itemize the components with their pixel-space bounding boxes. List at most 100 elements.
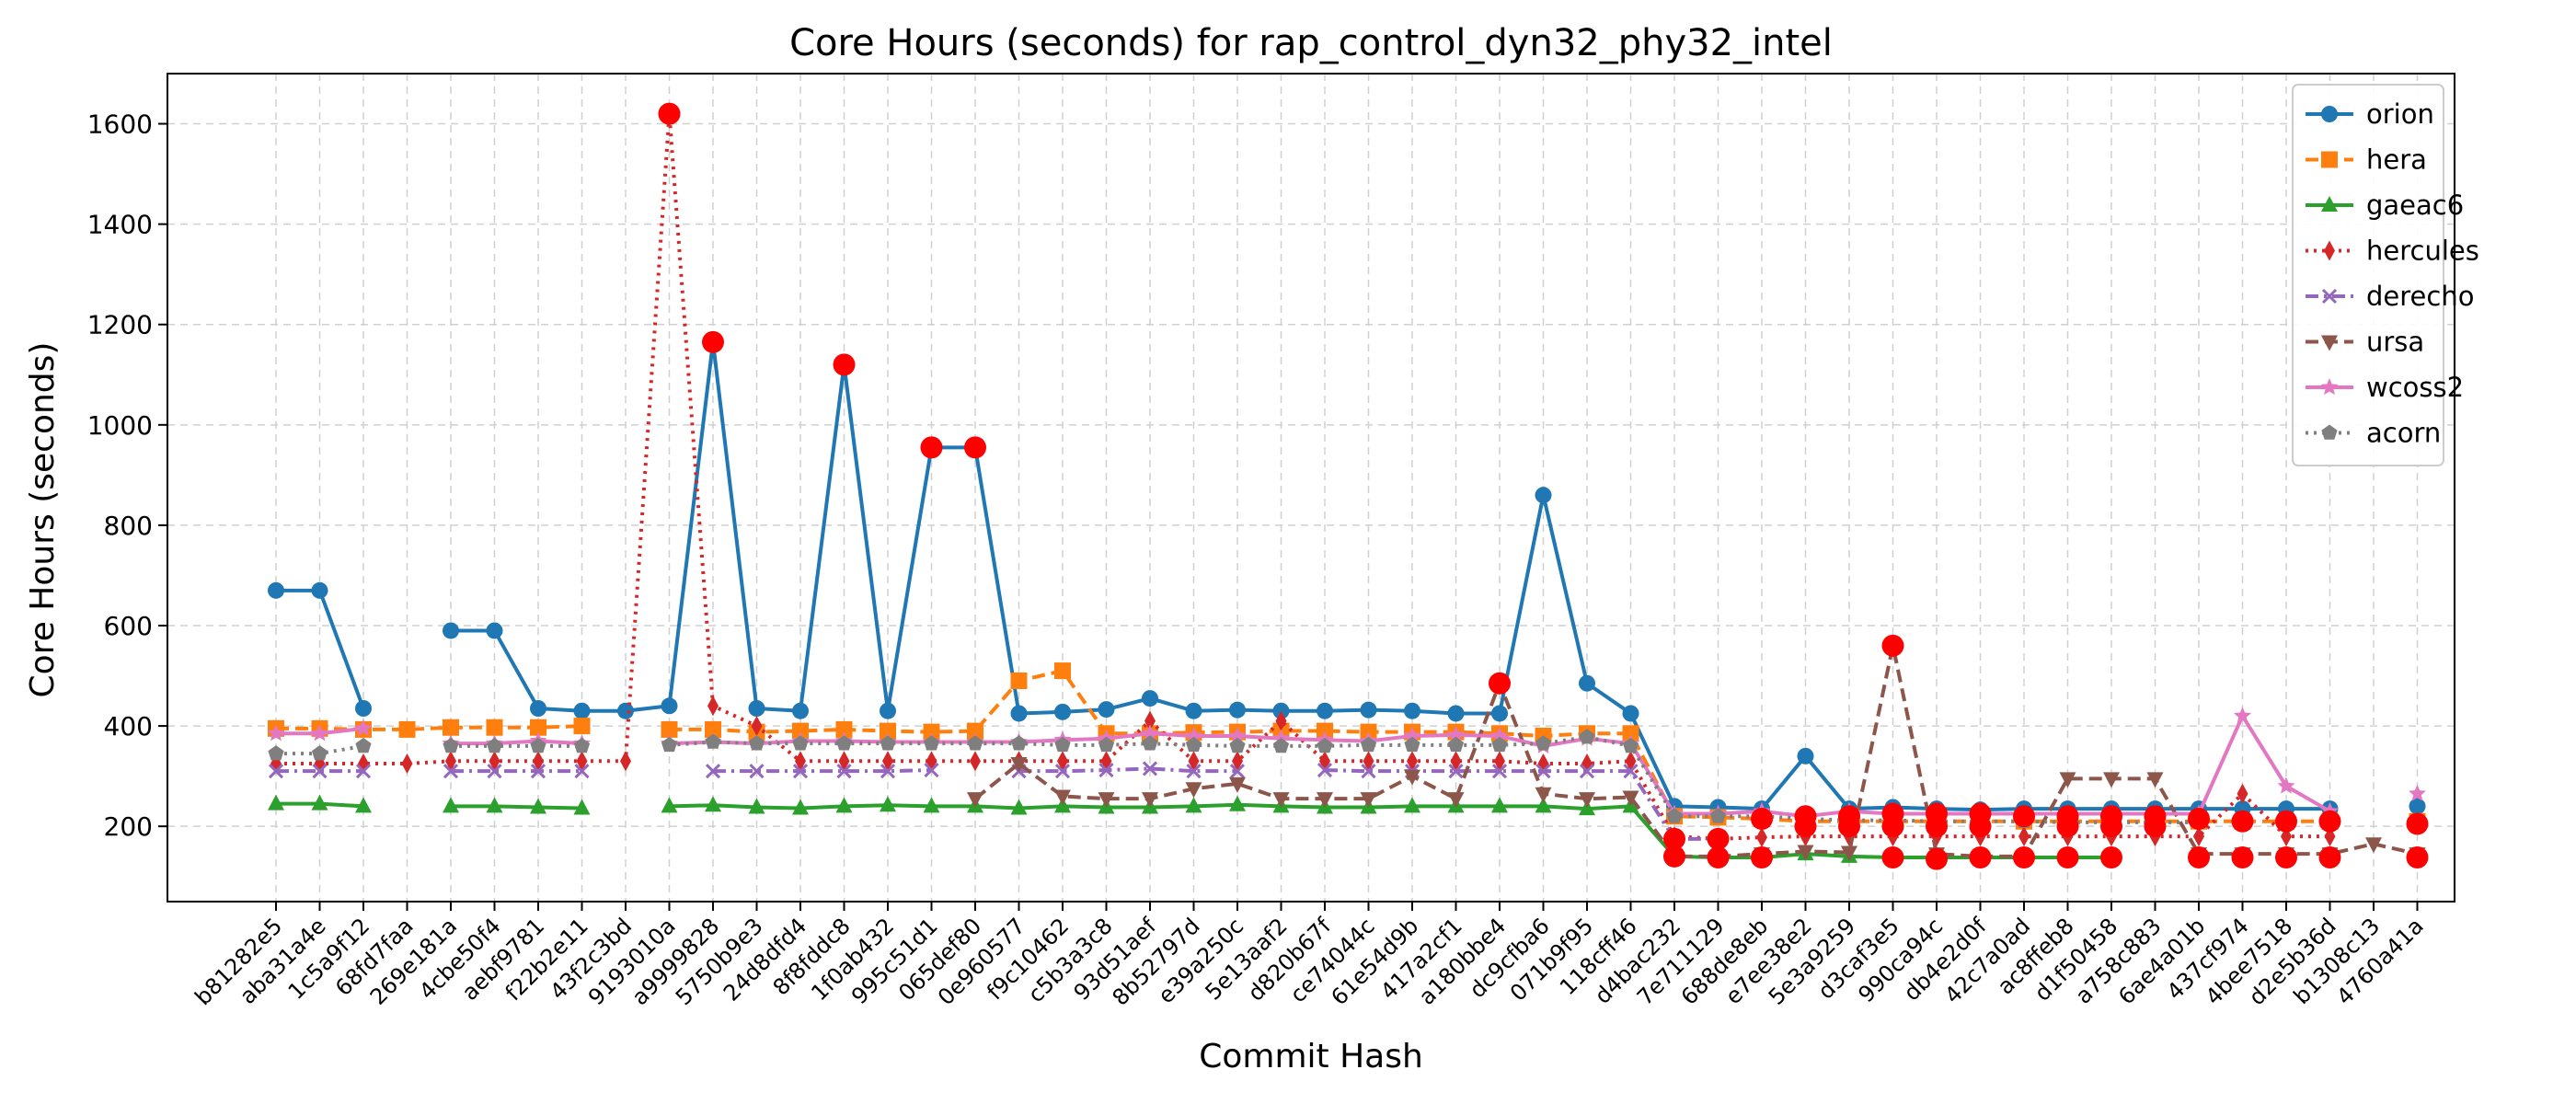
highlight-point (2056, 815, 2079, 838)
y-tick-label: 200 (104, 811, 153, 842)
highlight-point (1881, 846, 1904, 868)
point-acorn (355, 737, 372, 753)
point-hercules (401, 753, 413, 774)
point-gaeac6 (311, 794, 328, 811)
highlight-point (920, 436, 943, 459)
point-acorn (1054, 736, 1071, 753)
legend: orion hera gaeac6 hercules derecho ursa wcoss2… (2292, 84, 2479, 466)
highlight-point (1794, 815, 1817, 838)
legend-marker (2321, 151, 2338, 168)
highlight-point (1751, 808, 1773, 830)
x-axis-label: Commit Hash (1199, 1038, 1423, 1075)
highlight-point (964, 436, 986, 459)
legend-item-orion: orion (2306, 98, 2434, 130)
point-acorn (268, 745, 284, 761)
point-acorn (1272, 737, 1290, 753)
point-orion (1317, 702, 1333, 719)
point-orion (1404, 702, 1420, 719)
point-hercules (1057, 751, 1068, 772)
point-derecho (792, 764, 809, 779)
legend-item-ursa: ursa (2306, 327, 2424, 358)
point-ursa (2146, 772, 2164, 788)
highlight-point (2100, 846, 2122, 868)
point-hera (530, 719, 546, 736)
point-gaeac6 (1010, 799, 1028, 815)
point-derecho (924, 763, 939, 778)
point-acorn (748, 735, 765, 751)
point-derecho (1448, 764, 1464, 779)
point-derecho (1623, 764, 1639, 779)
legend-box (2292, 84, 2444, 466)
point-wcoss2 (1228, 727, 1247, 744)
point-derecho (1054, 764, 1071, 779)
legend-label: ursa (2366, 327, 2424, 358)
point-acorn (1185, 736, 1202, 753)
highlight-point (658, 102, 681, 125)
point-orion (1447, 705, 1465, 722)
highlight-point (2406, 812, 2429, 835)
highlight-point (1969, 846, 1992, 868)
point-acorn (1491, 736, 1508, 753)
chart-title: Core Hours (seconds) for rap_control_dyn… (789, 22, 1833, 64)
point-gaeac6 (573, 799, 591, 815)
legend-item-wcoss2: wcoss2 (2306, 372, 2464, 403)
point-derecho (312, 764, 328, 779)
legend-item-hercules: hercules (2306, 236, 2479, 267)
point-acorn (705, 733, 721, 749)
series-line-gaeac6 (669, 802, 2111, 859)
point-ursa (967, 792, 983, 809)
point-hercules (1275, 710, 1287, 731)
point-acorn (311, 745, 328, 761)
highlight-point (2318, 846, 2341, 868)
point-ursa (1010, 757, 1028, 773)
point-hera (573, 718, 591, 735)
point-derecho (705, 764, 721, 779)
highlight-point (1663, 827, 1685, 850)
point-orion (1360, 701, 1377, 719)
series-gaeac6 (268, 794, 2120, 864)
point-derecho (1361, 764, 1376, 779)
point-acorn (880, 735, 896, 751)
point-ursa (1142, 792, 1158, 809)
highlight-point (2013, 805, 2035, 828)
series-line-derecho (713, 768, 932, 774)
point-acorn (1447, 736, 1465, 753)
point-derecho (443, 764, 459, 779)
point-hercules (2237, 783, 2248, 804)
point-gaeac6 (792, 799, 809, 815)
point-derecho (1098, 763, 1114, 778)
point-orion (748, 700, 765, 717)
point-ursa (2103, 772, 2120, 788)
highlight-point (2231, 846, 2254, 868)
point-hercules (1756, 827, 1767, 848)
point-orion (1491, 705, 1508, 722)
legend-marker (2320, 378, 2339, 396)
point-orion (1185, 702, 1202, 719)
point-acorn (1579, 729, 1595, 744)
point-acorn (835, 735, 853, 751)
point-derecho (574, 764, 590, 779)
legend-item-derecho: derecho (2306, 281, 2474, 312)
point-orion (1579, 674, 1595, 692)
legend-label: derecho (2366, 281, 2474, 312)
point-hercules (1363, 751, 1374, 772)
point-hercules (1188, 751, 1200, 772)
point-gaeac6 (923, 797, 940, 813)
point-ursa (1317, 792, 1333, 809)
point-hercules (1144, 710, 1156, 731)
y-tick-label: 1400 (87, 210, 153, 240)
point-derecho (1317, 763, 1333, 778)
point-derecho (268, 764, 284, 779)
point-acorn (1229, 737, 1246, 753)
point-hercules (533, 751, 544, 772)
point-hera (661, 720, 678, 738)
series-derecho (268, 761, 1726, 846)
point-hera (835, 720, 853, 738)
point-ursa (1360, 792, 1377, 809)
legend-label: wcoss2 (2366, 372, 2464, 403)
point-orion (1098, 701, 1115, 719)
point-gaeac6 (1229, 795, 1246, 811)
highlight-point (2406, 846, 2429, 868)
point-gaeac6 (661, 797, 678, 813)
point-hercules (1450, 751, 1462, 772)
